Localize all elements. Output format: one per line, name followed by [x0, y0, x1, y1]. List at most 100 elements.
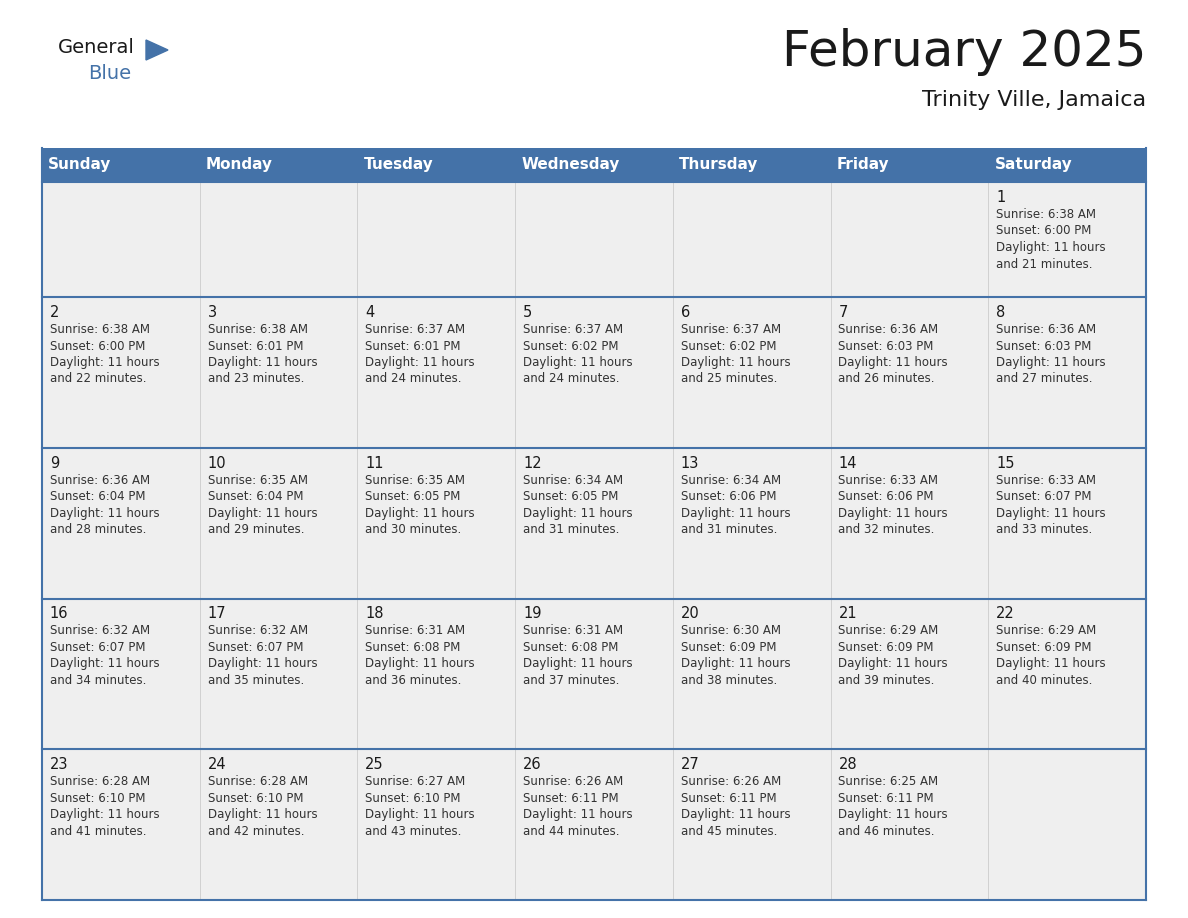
Text: 1: 1: [997, 190, 1005, 205]
Text: 16: 16: [50, 607, 69, 621]
Text: and 44 minutes.: and 44 minutes.: [523, 824, 619, 838]
Text: and 38 minutes.: and 38 minutes.: [681, 674, 777, 687]
Text: and 28 minutes.: and 28 minutes.: [50, 523, 146, 536]
Text: 7: 7: [839, 305, 848, 320]
Text: Daylight: 11 hours: Daylight: 11 hours: [366, 507, 475, 520]
Text: Daylight: 11 hours: Daylight: 11 hours: [681, 356, 790, 369]
Bar: [42, 448, 1146, 599]
Text: Sunset: 6:09 PM: Sunset: 6:09 PM: [681, 641, 776, 654]
Text: 23: 23: [50, 757, 69, 772]
Text: 4: 4: [366, 305, 374, 320]
Text: Daylight: 11 hours: Daylight: 11 hours: [208, 808, 317, 822]
Text: 21: 21: [839, 607, 857, 621]
Text: Sunset: 6:10 PM: Sunset: 6:10 PM: [50, 791, 145, 805]
Text: Sunset: 6:07 PM: Sunset: 6:07 PM: [997, 490, 1092, 503]
Text: Sunrise: 6:36 AM: Sunrise: 6:36 AM: [997, 323, 1097, 336]
Text: Sunrise: 6:32 AM: Sunrise: 6:32 AM: [208, 624, 308, 637]
Text: and 43 minutes.: and 43 minutes.: [366, 824, 462, 838]
Text: February 2025: February 2025: [782, 28, 1146, 76]
Text: Tuesday: Tuesday: [364, 158, 434, 173]
Text: Monday: Monday: [206, 158, 273, 173]
Text: Trinity Ville, Jamaica: Trinity Ville, Jamaica: [922, 90, 1146, 110]
Text: Daylight: 11 hours: Daylight: 11 hours: [681, 808, 790, 822]
Bar: [42, 148, 1146, 182]
Text: Sunrise: 6:37 AM: Sunrise: 6:37 AM: [681, 323, 781, 336]
Text: and 46 minutes.: and 46 minutes.: [839, 824, 935, 838]
Text: 19: 19: [523, 607, 542, 621]
Bar: [42, 297, 1146, 448]
Text: 18: 18: [366, 607, 384, 621]
Text: Daylight: 11 hours: Daylight: 11 hours: [839, 356, 948, 369]
Text: Sunrise: 6:34 AM: Sunrise: 6:34 AM: [523, 474, 624, 487]
Text: General: General: [58, 38, 135, 57]
Text: and 23 minutes.: and 23 minutes.: [208, 373, 304, 386]
Text: Sunrise: 6:30 AM: Sunrise: 6:30 AM: [681, 624, 781, 637]
Bar: [42, 749, 1146, 900]
Text: Sunrise: 6:38 AM: Sunrise: 6:38 AM: [208, 323, 308, 336]
Text: and 42 minutes.: and 42 minutes.: [208, 824, 304, 838]
Text: Daylight: 11 hours: Daylight: 11 hours: [208, 356, 317, 369]
Text: Sunrise: 6:32 AM: Sunrise: 6:32 AM: [50, 624, 150, 637]
Text: Saturday: Saturday: [994, 158, 1073, 173]
Text: Sunrise: 6:37 AM: Sunrise: 6:37 AM: [366, 323, 466, 336]
Text: Sunset: 6:06 PM: Sunset: 6:06 PM: [681, 490, 776, 503]
Text: and 34 minutes.: and 34 minutes.: [50, 674, 146, 687]
Text: Daylight: 11 hours: Daylight: 11 hours: [681, 507, 790, 520]
Text: Sunset: 6:00 PM: Sunset: 6:00 PM: [50, 340, 145, 353]
Text: Sunrise: 6:29 AM: Sunrise: 6:29 AM: [997, 624, 1097, 637]
Text: 24: 24: [208, 757, 226, 772]
Text: and 22 minutes.: and 22 minutes.: [50, 373, 146, 386]
Text: Wednesday: Wednesday: [522, 158, 620, 173]
Text: Sunrise: 6:38 AM: Sunrise: 6:38 AM: [50, 323, 150, 336]
Text: and 27 minutes.: and 27 minutes.: [997, 373, 1093, 386]
Text: Daylight: 11 hours: Daylight: 11 hours: [366, 808, 475, 822]
Text: 14: 14: [839, 455, 857, 471]
Text: Sunrise: 6:25 AM: Sunrise: 6:25 AM: [839, 775, 939, 789]
Text: 11: 11: [366, 455, 384, 471]
Text: Sunrise: 6:31 AM: Sunrise: 6:31 AM: [523, 624, 624, 637]
Text: 25: 25: [366, 757, 384, 772]
Text: Sunset: 6:02 PM: Sunset: 6:02 PM: [523, 340, 619, 353]
Text: Daylight: 11 hours: Daylight: 11 hours: [50, 507, 159, 520]
Text: Daylight: 11 hours: Daylight: 11 hours: [997, 657, 1106, 670]
Text: Sunrise: 6:34 AM: Sunrise: 6:34 AM: [681, 474, 781, 487]
Text: Daylight: 11 hours: Daylight: 11 hours: [523, 808, 633, 822]
Text: 10: 10: [208, 455, 226, 471]
Text: 9: 9: [50, 455, 59, 471]
Text: Friday: Friday: [836, 158, 890, 173]
Text: Sunset: 6:01 PM: Sunset: 6:01 PM: [208, 340, 303, 353]
Text: Sunset: 6:04 PM: Sunset: 6:04 PM: [50, 490, 145, 503]
Text: Sunrise: 6:35 AM: Sunrise: 6:35 AM: [208, 474, 308, 487]
Text: 17: 17: [208, 607, 226, 621]
Text: Daylight: 11 hours: Daylight: 11 hours: [50, 808, 159, 822]
Text: Sunset: 6:05 PM: Sunset: 6:05 PM: [523, 490, 619, 503]
Text: 2: 2: [50, 305, 59, 320]
Text: Sunrise: 6:37 AM: Sunrise: 6:37 AM: [523, 323, 624, 336]
Text: 27: 27: [681, 757, 700, 772]
Text: and 33 minutes.: and 33 minutes.: [997, 523, 1093, 536]
Text: 5: 5: [523, 305, 532, 320]
Text: Daylight: 11 hours: Daylight: 11 hours: [997, 356, 1106, 369]
Text: 8: 8: [997, 305, 1005, 320]
Text: Sunrise: 6:31 AM: Sunrise: 6:31 AM: [366, 624, 466, 637]
Text: Sunrise: 6:29 AM: Sunrise: 6:29 AM: [839, 624, 939, 637]
Text: and 39 minutes.: and 39 minutes.: [839, 674, 935, 687]
Text: Sunset: 6:11 PM: Sunset: 6:11 PM: [681, 791, 777, 805]
Text: Daylight: 11 hours: Daylight: 11 hours: [50, 657, 159, 670]
Text: Sunset: 6:05 PM: Sunset: 6:05 PM: [366, 490, 461, 503]
Text: Sunset: 6:01 PM: Sunset: 6:01 PM: [366, 340, 461, 353]
Text: and 31 minutes.: and 31 minutes.: [523, 523, 619, 536]
Text: Daylight: 11 hours: Daylight: 11 hours: [523, 356, 633, 369]
Text: Sunrise: 6:26 AM: Sunrise: 6:26 AM: [523, 775, 624, 789]
Text: Sunrise: 6:38 AM: Sunrise: 6:38 AM: [997, 208, 1097, 221]
Text: Daylight: 11 hours: Daylight: 11 hours: [523, 657, 633, 670]
Text: Sunrise: 6:36 AM: Sunrise: 6:36 AM: [50, 474, 150, 487]
Text: Sunset: 6:11 PM: Sunset: 6:11 PM: [523, 791, 619, 805]
Text: Sunrise: 6:28 AM: Sunrise: 6:28 AM: [50, 775, 150, 789]
Text: and 36 minutes.: and 36 minutes.: [366, 674, 462, 687]
Polygon shape: [146, 40, 168, 60]
Text: Daylight: 11 hours: Daylight: 11 hours: [997, 241, 1106, 254]
Text: 13: 13: [681, 455, 699, 471]
Bar: [42, 599, 1146, 749]
Text: and 45 minutes.: and 45 minutes.: [681, 824, 777, 838]
